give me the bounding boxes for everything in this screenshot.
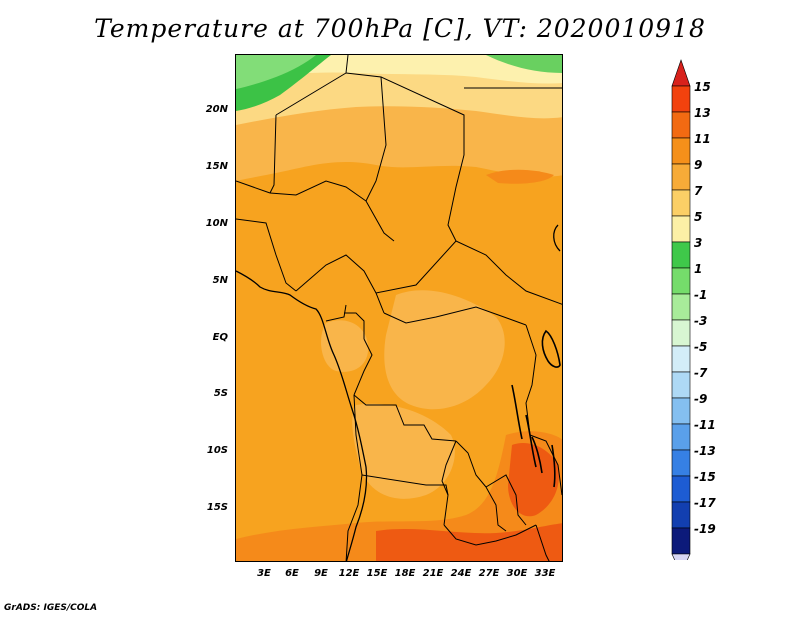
colorbar-label-neg13: -13 [694, 444, 716, 458]
colorbar-segment-11 [671, 345, 691, 373]
colorbar-segment-17 [671, 501, 691, 529]
colorbar-segment-9 [671, 293, 691, 321]
lon-label-30e: 30E [506, 568, 528, 579]
colorbar-label-neg9: -9 [694, 392, 708, 406]
great-lakes [511, 329, 561, 488]
country-borders [236, 55, 562, 561]
lat-label-5s: 5S [213, 388, 228, 399]
colorbar-segment-16 [671, 475, 691, 503]
field-angola-cool [352, 403, 455, 499]
colorbar-label-neg15: -15 [694, 470, 716, 484]
colorbar-segment-0 [671, 59, 691, 87]
lat-label-15s: 15S [206, 502, 228, 513]
colorbar-label-9: 9 [694, 158, 703, 172]
lon-label-24e: 24E [450, 568, 472, 579]
colorbar-segment-6 [671, 215, 691, 243]
lon-label-15e: 15E [366, 568, 388, 579]
field-south-hot [376, 523, 562, 561]
colorbar-segment-10 [671, 319, 691, 347]
lon-label-9e: 9E [314, 568, 328, 579]
field-ne-green [486, 55, 562, 73]
colorbar-label-neg3: -3 [694, 314, 708, 328]
lon-label-27e: 27E [478, 568, 500, 579]
coastlines [236, 224, 561, 561]
colorbar-label-3: 3 [694, 236, 703, 250]
colorbar-segment-13 [671, 397, 691, 425]
colorbar-label-neg11: -11 [694, 418, 716, 432]
lat-label-10n: 10N [205, 218, 228, 229]
colorbar-label-5: 5 [694, 210, 703, 224]
colorbar-label-1: 1 [694, 262, 703, 276]
map-canvas [236, 55, 562, 561]
colorbar-label-neg17: -17 [694, 496, 716, 510]
colorbar-segment-5 [671, 189, 691, 217]
colorbar-segment-19 [671, 553, 691, 560]
field-malawi-hot [508, 443, 560, 517]
lon-label-6e: 6E [285, 568, 299, 579]
colorbar-segment-12 [671, 371, 691, 399]
temperature-map[interactable] [235, 54, 563, 562]
field-sudan-warm [486, 169, 554, 184]
colorbar-label-neg1: -1 [694, 288, 708, 302]
colorbar-label-15: 15 [694, 80, 711, 94]
lon-label-21e: 21E [422, 568, 444, 579]
grads-credit: GrADS: IGES/COLA [4, 603, 98, 613]
lon-label-33e: 33E [534, 568, 556, 579]
colorbar-segment-1 [671, 85, 691, 113]
colorbar-label-13: 13 [694, 106, 711, 120]
colorbar-segment-4 [671, 163, 691, 191]
lon-label-18e: 18E [394, 568, 416, 579]
field-band-neg1 [236, 55, 316, 89]
colorbar-segment-15 [671, 449, 691, 477]
map-title: Temperature at 700hPa [C], VT: 202001091… [94, 14, 706, 43]
colorbar-segment-8 [671, 267, 691, 295]
lat-label-5n: 5N [212, 275, 228, 286]
colorbar-segment-18 [671, 527, 691, 555]
colorbar-segment-2 [671, 111, 691, 139]
field-gabon-cool [321, 320, 369, 372]
colorbar-label-neg19: -19 [694, 522, 716, 536]
lat-label-20n: 20N [205, 104, 228, 115]
colorbar-segment-3 [671, 137, 691, 165]
lat-label-10s: 10S [206, 445, 228, 456]
colorbar-segment-7 [671, 241, 691, 269]
colorbar [671, 59, 691, 560]
lon-label-3e: 3E [257, 568, 271, 579]
colorbar-label-11: 11 [694, 132, 711, 146]
colorbar-segment-14 [671, 423, 691, 451]
colorbar-label-neg7: -7 [694, 366, 708, 380]
lat-label-15n: 15N [205, 161, 228, 172]
colorbar-label-neg5: -5 [694, 340, 708, 354]
lat-label-eq: EQ [212, 332, 228, 343]
field-south-warm [236, 431, 562, 561]
lon-label-12e: 12E [338, 568, 360, 579]
colorbar-label-7: 7 [694, 184, 703, 198]
field-congo-cool [384, 290, 505, 410]
